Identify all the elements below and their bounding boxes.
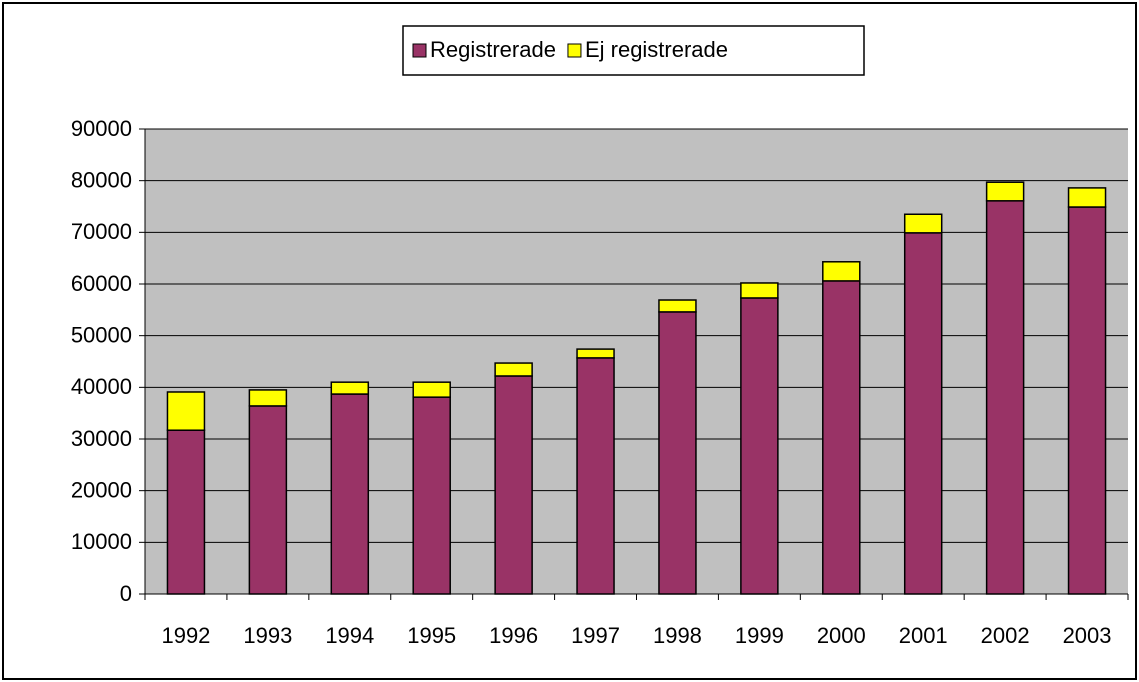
legend-swatch xyxy=(567,43,582,58)
x-tick-label: 2003 xyxy=(1063,623,1112,648)
bar-segment xyxy=(330,381,370,395)
legend-swatch xyxy=(412,43,427,58)
legend: Registrerade Ej registrerade xyxy=(402,25,865,76)
y-tick-label: 0 xyxy=(120,581,132,606)
y-tick-label: 30000 xyxy=(71,426,132,451)
bar-segment xyxy=(330,393,370,595)
bar-segment xyxy=(903,213,943,234)
bar-segment xyxy=(985,181,1025,202)
bar-segment xyxy=(822,261,861,282)
y-tick-label: 70000 xyxy=(71,219,132,244)
x-tick-label: 1999 xyxy=(735,623,784,648)
x-tick-label: 2002 xyxy=(981,623,1030,648)
y-tick-label: 40000 xyxy=(71,374,132,399)
bar-segment xyxy=(1067,206,1107,595)
x-tick-label: 1992 xyxy=(161,623,210,648)
y-tick-label: 10000 xyxy=(71,529,132,554)
bar-segment xyxy=(412,381,451,398)
bar-segment xyxy=(658,311,697,595)
bar-segment xyxy=(166,391,206,431)
bar-segment xyxy=(248,389,288,407)
y-tick-label: 60000 xyxy=(71,271,132,296)
plot-area xyxy=(145,129,1128,594)
bar-segment xyxy=(412,396,451,595)
bar-segment xyxy=(658,299,697,313)
x-tick-label: 1995 xyxy=(407,623,456,648)
bar-segment xyxy=(576,348,615,359)
bar-segment xyxy=(740,297,779,595)
y-tick-label: 20000 xyxy=(71,477,132,502)
bar-segment xyxy=(822,280,861,595)
y-tick-label: 90000 xyxy=(71,116,132,141)
bar-segment xyxy=(985,200,1025,595)
x-tick-label: 2001 xyxy=(899,623,948,648)
x-tick-label: 1998 xyxy=(653,623,702,648)
bar-segment xyxy=(248,405,288,595)
x-tick-label: 1994 xyxy=(325,623,374,648)
legend-label: Registrerade xyxy=(430,37,556,62)
bar-segment xyxy=(576,357,615,595)
legend-label: Ej registrerade xyxy=(585,37,728,62)
legend-box xyxy=(402,25,865,76)
x-tick-label: 1993 xyxy=(243,623,292,648)
y-tick-label: 50000 xyxy=(71,322,132,347)
x-tick-label: 2000 xyxy=(817,623,866,648)
bar-segment xyxy=(494,362,533,377)
bar-segment xyxy=(903,232,943,595)
bar-segment xyxy=(166,429,206,595)
x-tick-label: 1996 xyxy=(489,623,538,648)
bar-segment xyxy=(1067,187,1107,208)
bar-segment xyxy=(494,375,533,595)
bar-segment xyxy=(740,282,779,299)
y-tick-label: 80000 xyxy=(71,167,132,192)
x-tick-label: 1997 xyxy=(571,623,620,648)
